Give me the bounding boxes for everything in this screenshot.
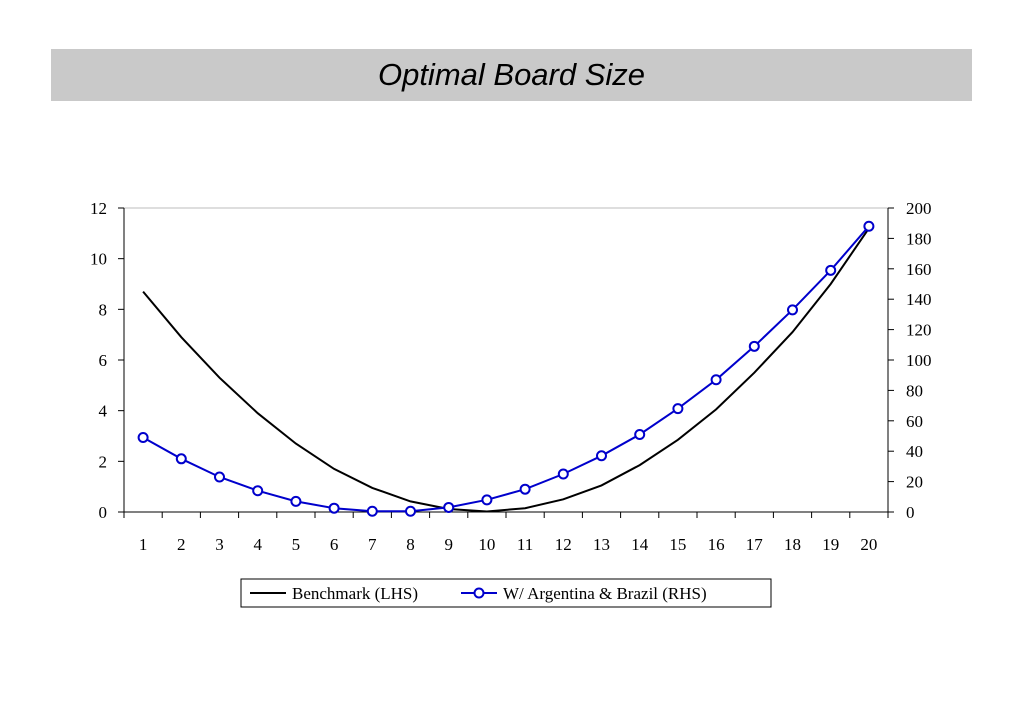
data-point — [557, 468, 569, 480]
x-tick-label: 2 — [177, 535, 186, 554]
x-tick-label: 14 — [631, 535, 649, 554]
y-left-tick-label: 2 — [99, 452, 108, 471]
x-tick-label: 1 — [139, 535, 148, 554]
y-right-tick-label: 160 — [906, 260, 932, 279]
x-tick-label: 10 — [478, 535, 495, 554]
y-left-tick-label: 10 — [90, 250, 107, 269]
x-tick-label: 13 — [593, 535, 610, 554]
y-right-tick-label: 40 — [906, 442, 923, 461]
plot-area-border — [123, 207, 889, 513]
data-point — [825, 264, 837, 276]
y-right-tick-label: 0 — [906, 503, 915, 522]
data-point — [710, 374, 722, 386]
y-left-tick-label: 0 — [99, 503, 108, 522]
x-tick-label: 4 — [253, 535, 262, 554]
data-point — [252, 485, 264, 497]
series-line-2 — [142, 225, 870, 513]
y-right-tick-label: 100 — [906, 351, 932, 370]
y-axis-right: 0 20 40 60 80 100 120 140 160 180 200 — [887, 199, 932, 522]
data-point — [519, 483, 531, 495]
data-point — [175, 453, 187, 465]
y-right-tick-label: 180 — [906, 229, 932, 248]
y-right-tick-label: 140 — [906, 290, 932, 309]
legend-label-argentina-brazil: W/ Argentina & Brazil (RHS) — [503, 584, 707, 603]
data-point — [214, 471, 225, 483]
legend: Benchmark (LHS) W/ Argentina & Brazil (RH… — [240, 578, 772, 608]
x-tick-label: 18 — [784, 535, 801, 554]
data-point — [328, 502, 340, 514]
x-tick-label: 11 — [517, 535, 533, 554]
x-axis: 1 2 3 4 5 6 7 8 9 10 11 12 13 14 15 16 17 18 19 20 — [123, 511, 889, 554]
data-point — [481, 494, 493, 506]
data-point — [787, 304, 798, 316]
data-point — [672, 403, 684, 415]
y-right-tick-label: 20 — [906, 473, 923, 492]
y-left-tick-label: 12 — [90, 199, 107, 218]
x-tick-label: 20 — [860, 535, 877, 554]
x-tick-label: 8 — [406, 535, 415, 554]
legend-box — [240, 578, 772, 608]
title-band: Optimal Board Size — [51, 49, 972, 101]
x-tick-label: 7 — [368, 535, 377, 554]
y-right-tick-label: 200 — [906, 199, 932, 218]
data-point — [863, 220, 875, 232]
y-left-tick-label: 4 — [99, 402, 108, 421]
data-point — [137, 432, 149, 444]
series-layer — [137, 220, 875, 517]
data-point — [634, 428, 646, 440]
page-title: Optimal Board Size — [377, 57, 646, 92]
legend-marker-argentina-brazil — [473, 587, 485, 599]
x-tick-label: 16 — [708, 535, 725, 554]
y-left-tick-label: 6 — [99, 351, 108, 370]
x-tick-label: 12 — [555, 535, 572, 554]
x-tick-label: 17 — [746, 535, 764, 554]
data-point — [290, 495, 302, 507]
y-right-tick-label: 60 — [906, 412, 923, 431]
x-tick-label: 9 — [444, 535, 453, 554]
x-tick-label: 3 — [215, 535, 224, 554]
x-tick-label: 6 — [330, 535, 339, 554]
data-point — [596, 450, 607, 462]
y-left-tick-label: 8 — [99, 300, 108, 319]
legend-label-benchmark: Benchmark (LHS) — [292, 584, 418, 603]
data-point — [748, 340, 760, 352]
series-line-1 — [142, 227, 870, 513]
y-right-tick-label: 80 — [906, 381, 923, 400]
y-right-tick-label: 120 — [906, 321, 932, 340]
plot-frame — [123, 207, 889, 513]
data-point — [366, 505, 378, 517]
x-tick-label: 5 — [292, 535, 301, 554]
y-axis-left: 0 2 4 6 8 10 12 — [90, 199, 125, 522]
x-tick-label: 19 — [822, 535, 839, 554]
data-point — [405, 505, 416, 517]
data-point — [443, 501, 455, 513]
x-tick-label: 15 — [669, 535, 686, 554]
